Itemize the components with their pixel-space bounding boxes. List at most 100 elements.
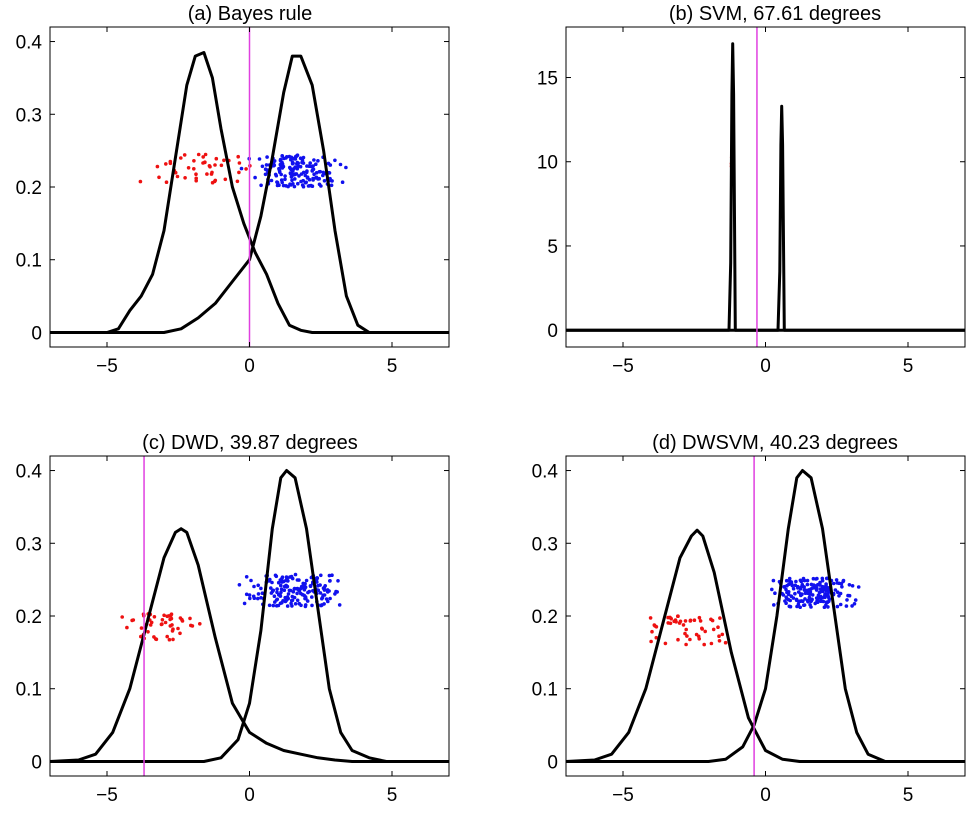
data-point bbox=[795, 604, 799, 609]
data-point bbox=[306, 184, 311, 188]
data-point bbox=[316, 588, 321, 592]
panel-c-dwd: (c) DWD, 39.87 degrees −5 0 5 0 0.1 0.2 0.3 0.4 bbox=[16, 432, 450, 806]
data-point bbox=[293, 177, 297, 181]
data-point bbox=[291, 182, 295, 186]
data-point bbox=[279, 583, 283, 588]
data-point bbox=[320, 603, 324, 607]
y-tick-label: 0.4 bbox=[532, 462, 559, 483]
data-point bbox=[787, 576, 792, 581]
data-point bbox=[237, 583, 242, 587]
data-point bbox=[287, 588, 292, 593]
chart-title: (b) SVM, 67.61 degrees bbox=[669, 3, 881, 25]
data-point bbox=[676, 637, 680, 642]
data-point bbox=[293, 165, 298, 169]
data-point bbox=[337, 603, 342, 607]
data-point bbox=[274, 173, 279, 178]
data-point bbox=[336, 579, 340, 583]
data-point bbox=[291, 590, 296, 594]
y-tick-label: 0.2 bbox=[16, 178, 42, 199]
y-tick-label: 0 bbox=[31, 752, 42, 773]
data-point bbox=[697, 615, 702, 620]
data-point bbox=[801, 576, 806, 581]
class-1-points bbox=[120, 612, 202, 642]
data-point bbox=[317, 182, 322, 187]
data-point bbox=[811, 576, 816, 581]
data-point bbox=[169, 612, 174, 616]
data-point bbox=[688, 637, 692, 642]
data-point bbox=[798, 605, 802, 609]
data-point bbox=[805, 578, 810, 583]
data-point bbox=[681, 623, 686, 627]
data-point bbox=[167, 637, 172, 642]
data-point bbox=[152, 635, 156, 639]
data-point bbox=[845, 598, 849, 602]
data-point bbox=[207, 164, 212, 168]
data-point bbox=[310, 184, 315, 188]
data-point bbox=[318, 591, 323, 595]
data-point bbox=[653, 624, 657, 628]
data-point bbox=[290, 598, 295, 603]
data-point bbox=[244, 575, 249, 579]
y-tick-label: 0 bbox=[547, 321, 558, 342]
data-point bbox=[844, 604, 849, 608]
data-point bbox=[297, 601, 302, 606]
data-point bbox=[168, 161, 173, 166]
data-point bbox=[818, 580, 822, 585]
data-point bbox=[698, 619, 703, 623]
data-point bbox=[312, 158, 316, 162]
data-point bbox=[683, 619, 688, 623]
data-point bbox=[239, 166, 244, 171]
data-point bbox=[321, 173, 325, 178]
data-point bbox=[669, 616, 673, 621]
data-point bbox=[324, 597, 329, 601]
data-point bbox=[259, 596, 263, 600]
data-point bbox=[717, 639, 722, 643]
data-point bbox=[838, 602, 843, 607]
data-point bbox=[853, 598, 858, 602]
data-point bbox=[833, 588, 838, 592]
y-tick-label: 0.1 bbox=[16, 251, 42, 272]
data-point bbox=[280, 180, 285, 185]
data-point bbox=[274, 598, 279, 602]
panel-a-bayes-rule: (a) Bayes rule −5 0 5 0 0.1 0.2 0.3 0.4 bbox=[16, 3, 450, 377]
data-point bbox=[321, 170, 326, 175]
data-point bbox=[155, 164, 160, 169]
data-point bbox=[798, 592, 803, 596]
data-point bbox=[308, 161, 313, 165]
data-point bbox=[210, 170, 214, 175]
data-point bbox=[718, 616, 722, 620]
data-point bbox=[327, 171, 332, 175]
axes-frame bbox=[565, 26, 966, 348]
data-point bbox=[790, 583, 795, 588]
x-tick-label: 0 bbox=[760, 356, 771, 377]
data-point bbox=[247, 593, 252, 597]
data-point bbox=[314, 162, 318, 166]
data-point bbox=[285, 584, 290, 589]
y-tick-label: 0.4 bbox=[16, 33, 43, 54]
data-point bbox=[814, 588, 819, 592]
data-point bbox=[803, 588, 808, 592]
data-point bbox=[278, 578, 283, 582]
data-point bbox=[276, 183, 280, 187]
data-point bbox=[301, 155, 306, 160]
data-point bbox=[203, 152, 208, 157]
data-point bbox=[813, 601, 817, 606]
data-point bbox=[841, 578, 846, 583]
x-tick-label: −5 bbox=[96, 785, 118, 806]
data-point bbox=[290, 604, 294, 608]
y-tick-label: 0.2 bbox=[532, 607, 558, 628]
data-point bbox=[297, 174, 301, 178]
data-point bbox=[335, 590, 340, 594]
data-point bbox=[683, 631, 687, 636]
data-point bbox=[310, 168, 315, 172]
y-tick-label: 0.3 bbox=[16, 105, 42, 126]
data-point bbox=[280, 166, 285, 170]
data-point bbox=[249, 578, 253, 583]
x-tick-label: 0 bbox=[760, 785, 771, 806]
data-point bbox=[293, 602, 298, 606]
data-point bbox=[183, 176, 187, 180]
data-point bbox=[310, 595, 314, 599]
data-point bbox=[288, 182, 292, 186]
y-tick-label: 0.1 bbox=[16, 680, 42, 701]
